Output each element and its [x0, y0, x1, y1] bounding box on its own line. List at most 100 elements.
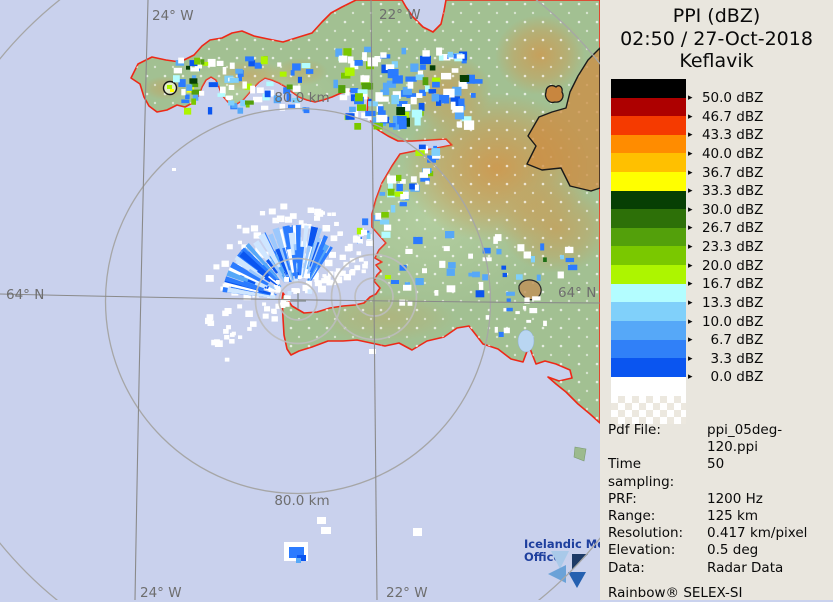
radar-echo-cell	[381, 212, 389, 218]
radar-echo-cell	[186, 84, 193, 91]
radar-echo-cell	[266, 81, 274, 87]
radar-echo-cell	[402, 86, 412, 95]
radar-echo-cell	[184, 107, 192, 115]
metadata-row: Pdf File: ppi_05deg-120.ppi	[608, 422, 830, 456]
radar-echo-cell	[226, 95, 232, 101]
radar-echo-cell	[391, 94, 399, 105]
radar-echo-cell	[410, 63, 419, 72]
legend-tick: ▸ 10.0 dBZ	[686, 314, 763, 330]
radar-echo-cell	[470, 93, 476, 98]
header-block: PPI (dBZ) 02:50 / 27-Oct-2018 Keflavik	[600, 0, 833, 73]
lon-label-bottom-right: 22° W	[386, 585, 428, 600]
radar-echo-cell	[274, 265, 283, 276]
radar-echo-cell	[235, 68, 243, 74]
radar-echo-cell	[240, 99, 247, 107]
radar-echo-cell	[205, 275, 214, 282]
radar-echo-cell	[291, 97, 300, 103]
radar-echo-cell	[441, 72, 452, 80]
radar-echo-cell	[361, 269, 366, 274]
radar-echo-cell	[343, 274, 351, 281]
metadata-value: 0.5 deg	[707, 542, 759, 559]
tick-unit: dBZ	[736, 350, 764, 367]
radar-echo-cell	[237, 304, 243, 309]
radar-echo-cell	[224, 357, 230, 362]
radar-echo-cell	[181, 99, 190, 104]
radar-echo-cell	[466, 74, 475, 84]
radar-echo-cell	[295, 103, 301, 109]
radar-echo-cell	[482, 257, 492, 262]
radar-echo-cell	[238, 74, 242, 82]
radar-echo-cell	[502, 272, 507, 278]
legend-band	[611, 153, 686, 173]
legend-tick: ▸ 26.7 dBZ	[686, 220, 763, 236]
highland-contours	[162, 47, 600, 301]
metadata-row: Data: Radar Data	[608, 560, 830, 577]
radar-echo-cell	[337, 231, 343, 236]
tick-arrow-icon: ▸	[688, 111, 693, 122]
radar-echo-cell	[167, 85, 172, 89]
radar-echo-cell	[339, 254, 346, 260]
radar-echo-cell	[207, 107, 213, 115]
tick-value: 33.3	[701, 183, 732, 200]
radar-echo-cell	[354, 265, 361, 271]
radar-echo-cell	[280, 302, 286, 308]
radar-echo-cell	[400, 179, 406, 184]
radar-echo-cell	[250, 225, 259, 232]
radar-echo-cell	[536, 274, 541, 281]
tick-arrow-icon: ▸	[688, 335, 693, 346]
radar-echo-cell	[173, 67, 182, 74]
radar-echo-cell	[501, 265, 507, 270]
radar-echo-cell	[420, 64, 426, 70]
radar-echo-cell	[357, 104, 366, 111]
radar-echo-cell	[275, 287, 281, 293]
metadata-value: 125 km	[707, 508, 759, 525]
tick-value: 13.3	[701, 294, 732, 311]
radar-echo-cell	[456, 121, 462, 128]
radar-echo-cell	[293, 288, 300, 294]
radar-echo-cell	[376, 114, 388, 123]
radar-echo-cell	[224, 335, 230, 340]
radar-echo-cell	[530, 256, 535, 263]
radar-echo-cell	[389, 123, 396, 128]
radar-echo-cell	[242, 81, 247, 89]
radar-echo-cell	[222, 283, 229, 289]
radar-echo-cell	[271, 308, 277, 314]
radar-echo-cell	[441, 95, 450, 104]
radar-echo-cell	[498, 331, 504, 337]
radar-echo-cell	[420, 177, 430, 182]
tick-value: 3.3	[710, 350, 732, 367]
tick-value: 36.7	[701, 164, 732, 181]
radar-echo-cell	[250, 321, 257, 327]
radar-site-cross	[290, 293, 306, 309]
radar-echo-cell	[321, 278, 328, 284]
meridian-24w-line	[134, 0, 149, 600]
radar-echo-cell	[478, 281, 484, 290]
radar-echo-cell	[297, 76, 302, 83]
tick-value: 43.3	[701, 127, 732, 144]
scan-metadata: Pdf File: ppi_05deg-120.ppi Time sampling:…	[608, 422, 830, 602]
tick-value: 40.0	[701, 145, 732, 162]
radar-echo-cell	[338, 55, 348, 63]
radar-echo-cell	[335, 268, 341, 272]
legend-tick: ▸ 13.3 dBZ	[686, 294, 763, 311]
radar-echo-cell	[361, 229, 368, 236]
radar-echo-cell	[565, 257, 575, 263]
radar-echo-cell	[202, 61, 209, 66]
legend-tick: ▸ 30.0 dBZ	[686, 202, 763, 218]
metadata-label: Time sampling:	[608, 456, 675, 490]
radar-echo-cell	[458, 80, 468, 89]
radar-echo-cell	[522, 306, 527, 310]
radar-echo-cell	[379, 219, 390, 225]
radar-echo-cell	[292, 85, 301, 92]
radar-echo-cell	[262, 313, 269, 319]
radar-echo-cell	[418, 102, 425, 111]
radar-echo-cell	[422, 77, 429, 86]
product-title: PPI (dBZ)	[672, 5, 761, 27]
radar-echo-cell	[417, 70, 424, 79]
radar-echo-cell	[330, 235, 338, 242]
radar-echo-cell	[450, 96, 460, 104]
radar-echo-cell	[284, 295, 290, 301]
radar-echo-cell	[250, 85, 255, 94]
legend-band	[611, 265, 686, 284]
radar-echo-cell	[191, 98, 196, 105]
